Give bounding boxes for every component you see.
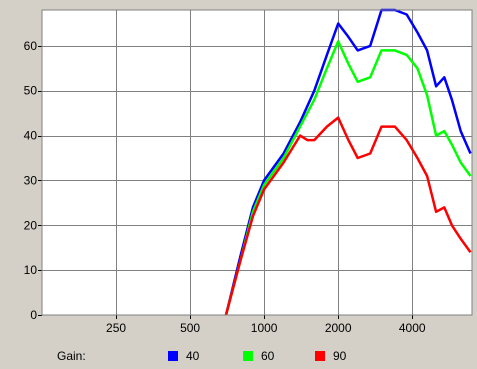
x-tick-label: 1000 [251, 321, 278, 335]
x-tick-label: 2000 [325, 321, 352, 335]
x-tick-label: 500 [180, 321, 200, 335]
y-tick-label: 10 [24, 263, 38, 277]
legend-swatch [315, 351, 325, 361]
y-tick-label: 20 [24, 218, 38, 232]
y-tick-label: 0 [30, 308, 37, 322]
legend-title: Gain: [57, 349, 86, 363]
legend-label: 90 [333, 349, 347, 363]
y-tick-label: 40 [24, 129, 38, 143]
legend-item-40: 40 [168, 349, 199, 363]
plot-background [42, 10, 472, 315]
plot-border [41, 9, 473, 316]
legend-label: 40 [186, 349, 200, 363]
legend-item-90: 90 [315, 349, 346, 363]
x-tick-label: 4000 [399, 321, 426, 335]
y-tick-label: 50 [24, 84, 38, 98]
series-line-40 [224, 8, 472, 316]
x-tick-label: 250 [106, 321, 126, 335]
legend-item-60: 60 [243, 349, 274, 363]
y-tick-label: 30 [24, 173, 38, 187]
y-tick-label: 60 [24, 39, 38, 53]
legend: Gain: 40 60 90 [0, 346, 477, 366]
legend-swatch [168, 351, 178, 361]
axes: 250 500 1000 2000 4000 0 10 20 30 40 50 60 [24, 39, 426, 335]
series-group [224, 8, 472, 316]
legend-label: 60 [261, 349, 275, 363]
series-line-90 [224, 116, 472, 316]
legend-swatch [243, 351, 253, 361]
series-line-60 [224, 40, 472, 316]
grid [42, 10, 472, 315]
